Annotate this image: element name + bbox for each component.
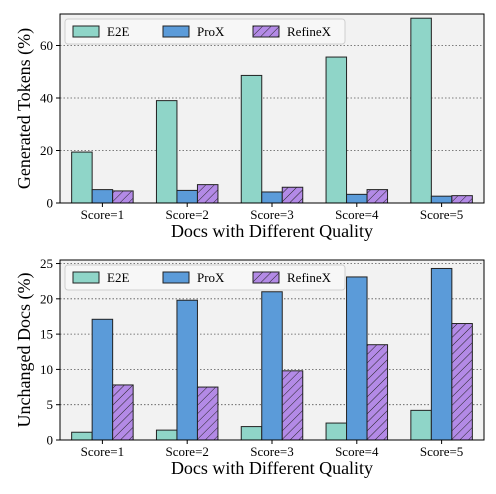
bar-prox-score-4: [346, 193, 368, 204]
bar-refinex-score-1: [112, 384, 134, 441]
bar-prox-score-5: [430, 267, 453, 441]
y-tick-label: 20: [40, 291, 53, 306]
bar-refinex-score-4: [366, 189, 389, 204]
bar-refinex-score-1: [112, 190, 134, 204]
y-tick-label: 15: [40, 327, 53, 342]
x-tick-label: Score=2: [165, 207, 208, 222]
y-tick-label: 0: [47, 433, 54, 448]
legend-label-refinex: RefineX: [287, 24, 332, 39]
legend-box: [64, 264, 346, 291]
bar-refinex-score-2: [196, 184, 219, 204]
y-tick-label: 0: [47, 196, 54, 211]
bar-refinex-score-5: [451, 195, 473, 204]
bar-refinex-score-4: [366, 344, 389, 441]
legend-box: [64, 18, 346, 45]
legend-label-e2e: E2E: [107, 24, 129, 39]
bar-e2e-score-3: [240, 74, 263, 204]
legend-label-prox: ProX: [197, 24, 225, 39]
x-tick-label: Score=3: [250, 444, 293, 459]
bar-prox-score-3: [261, 291, 283, 441]
bars: [71, 267, 473, 441]
bar-e2e-score-2: [155, 429, 178, 441]
bar-refinex-score-3: [281, 370, 304, 441]
bars: [71, 17, 473, 204]
legend-swatch-refinex: [252, 271, 280, 284]
x-tick-label: Score=2: [165, 444, 208, 459]
y-tick-label: 10: [40, 362, 53, 377]
legend: E2E ProX RefineX: [64, 264, 346, 291]
y-tick-label: 5: [47, 397, 54, 412]
x-tick-label: Score=4: [335, 207, 379, 222]
legend: E2E ProX RefineX: [64, 18, 346, 45]
y-axis-label: Generated Tokens (%): [14, 28, 35, 189]
legend-label-e2e: E2E: [107, 270, 129, 285]
bar-e2e-score-3: [240, 426, 263, 441]
bar-prox-score-2: [176, 189, 198, 204]
legend-label-prox: ProX: [197, 270, 225, 285]
legend-swatch-e2e: [72, 25, 100, 38]
legend-swatch-prox: [162, 271, 190, 284]
bar-refinex-score-3: [281, 186, 304, 204]
x-axis-label: Docs with Different Quality: [171, 458, 373, 478]
bar-e2e-score-1: [71, 431, 93, 441]
x-ticks: Score=1 Score=2 Score=3 Score=4 Score=5: [81, 440, 463, 459]
x-tick-label: Score=4: [335, 444, 379, 459]
legend-swatch-refinex: [252, 25, 280, 38]
bar-e2e-score-4: [325, 422, 348, 441]
y-tick-label: 60: [40, 38, 53, 53]
legend-swatch-prox: [162, 25, 190, 38]
bar-prox-score-3: [261, 191, 283, 204]
plot-frame: [59, 259, 485, 441]
gridlines: [60, 45, 484, 151]
x-tick-label: Score=5: [420, 207, 463, 222]
x-tick-label: Score=1: [81, 444, 124, 459]
plot-frame: [59, 13, 485, 204]
x-tick-label: Score=3: [250, 207, 293, 222]
y-ticks: 0 20 40 60: [40, 38, 60, 211]
y-tick-label: 40: [40, 91, 53, 106]
bar-e2e-score-5: [410, 409, 432, 441]
y-tick-label: 25: [40, 256, 53, 271]
x-tick-label: Score=1: [81, 207, 124, 222]
bar-e2e-score-5: [410, 17, 432, 204]
legend-label-refinex: RefineX: [287, 270, 332, 285]
bar-prox-score-4: [346, 276, 368, 441]
bar-e2e-score-4: [325, 56, 348, 204]
y-ticks: 0 5 10 15 20 25: [40, 256, 60, 448]
bar-refinex-score-5: [451, 323, 473, 441]
bar-e2e-score-2: [155, 100, 178, 204]
legend-swatch-e2e: [72, 271, 100, 284]
x-tick-label: Score=5: [420, 444, 463, 459]
x-ticks: Score=1 Score=2 Score=3 Score=4 Score=5: [81, 203, 463, 222]
x-axis-label: Docs with Different Quality: [171, 221, 373, 241]
bar-prox-score-5: [430, 195, 453, 204]
bar-prox-score-2: [176, 299, 198, 441]
bar-e2e-score-1: [71, 151, 93, 204]
y-axis-label: Unchanged Docs (%): [14, 273, 35, 428]
bar-refinex-score-2: [196, 386, 219, 441]
bar-prox-score-1: [91, 318, 114, 441]
bar-prox-score-1: [91, 189, 114, 204]
y-tick-label: 20: [40, 143, 53, 158]
